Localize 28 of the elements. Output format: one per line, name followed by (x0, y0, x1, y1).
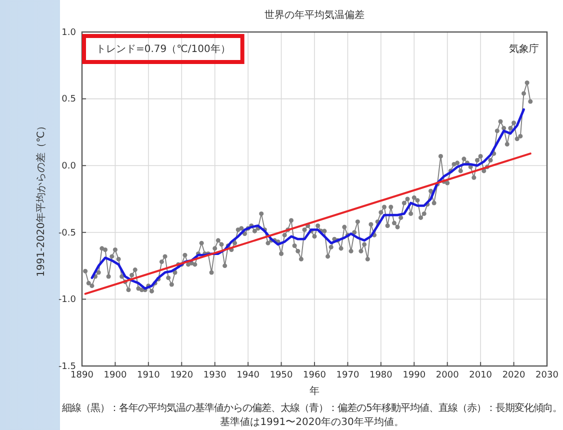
x-tick-label: 1900 (104, 370, 127, 380)
chart-title: 世界の年平均気温偏差 (264, 9, 364, 21)
y-tick-label: 0.0 (62, 161, 76, 172)
y-tick-label: 0.5 (62, 94, 76, 105)
y-tick-label: -1.0 (58, 295, 76, 306)
x-tick-label: 2010 (469, 370, 492, 380)
y-axis-title: 1991-2020年平均からの差（℃） (35, 121, 47, 277)
x-tick-label: 2020 (502, 370, 526, 380)
x-tick-label: 1910 (136, 370, 160, 380)
x-tick-label: 1960 (303, 370, 326, 380)
x-tick-label: 1940 (236, 370, 260, 380)
x-tick-label: 1920 (170, 370, 194, 380)
annotation: 気象庁 (509, 43, 539, 55)
x-tick-label: 1980 (369, 370, 393, 380)
x-tick-label: 1990 (402, 370, 426, 380)
y-tick-label: 1.0 (62, 28, 76, 38)
x-tick-label: 2000 (436, 370, 460, 380)
x-tick-label: 1950 (270, 370, 294, 380)
text: 基準値は1991〜2020年の30年平均値。 (220, 416, 404, 428)
x-tick-label: 1970 (336, 370, 360, 380)
y-tick-label: -0.5 (58, 228, 76, 238)
text: 細線（黒）：各年の平均気温の基準値からの偏差、太線（青）：偏差の5年移動平均値、直線（赤）：長期変化傾向。 (61, 402, 562, 414)
y-tick-label: -1.5 (58, 362, 76, 372)
x-tick-label: 1890 (70, 370, 94, 380)
x-tick-label: 1930 (203, 370, 227, 380)
annotation: トレンド=0.79（℃/100年） (96, 43, 230, 55)
x-axis-title: 年 (310, 385, 320, 397)
x-tick-label: 2030 (536, 370, 559, 380)
